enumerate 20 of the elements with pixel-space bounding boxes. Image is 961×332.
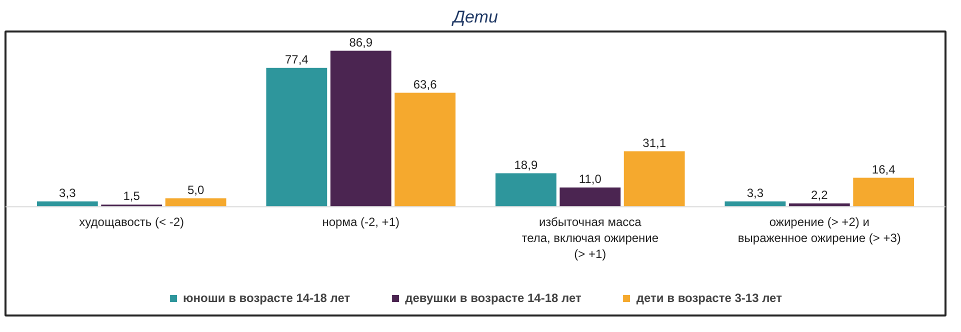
x-tick-label: норма (-2, +1) (322, 214, 400, 229)
data-label: 86,9 (349, 35, 373, 50)
data-label: 77,4 (284, 52, 309, 66)
data-label: 63,6 (413, 77, 438, 92)
x-tick-label: худощавость (< -2) (79, 214, 184, 229)
data-label: 2,2 (811, 188, 828, 202)
x-tick-label: избыточная масса тела, включая ожирение (> +1) (522, 214, 659, 262)
data-label: 11,0 (578, 172, 602, 186)
data-label: 3,3 (59, 186, 76, 200)
legend-label: юноши в возрасте 14-18 лет (183, 291, 350, 305)
data-label: 16,4 (872, 162, 896, 176)
data-label: 3,3 (746, 186, 764, 200)
data-label: 1,5 (123, 189, 140, 204)
chart-title: Дети (451, 8, 498, 26)
data-label: 31,1 (642, 136, 666, 150)
legend-label: дети в возрасте 3-13 лет (636, 291, 782, 305)
data-label: 5,0 (187, 182, 204, 197)
x-tick-label: ожирение (> +2) и выраженное ожирение (> +3) (738, 214, 901, 245)
data-label: 18,9 (514, 158, 538, 172)
legend-label: девушки в возрасте 14-18 лет (405, 291, 582, 305)
